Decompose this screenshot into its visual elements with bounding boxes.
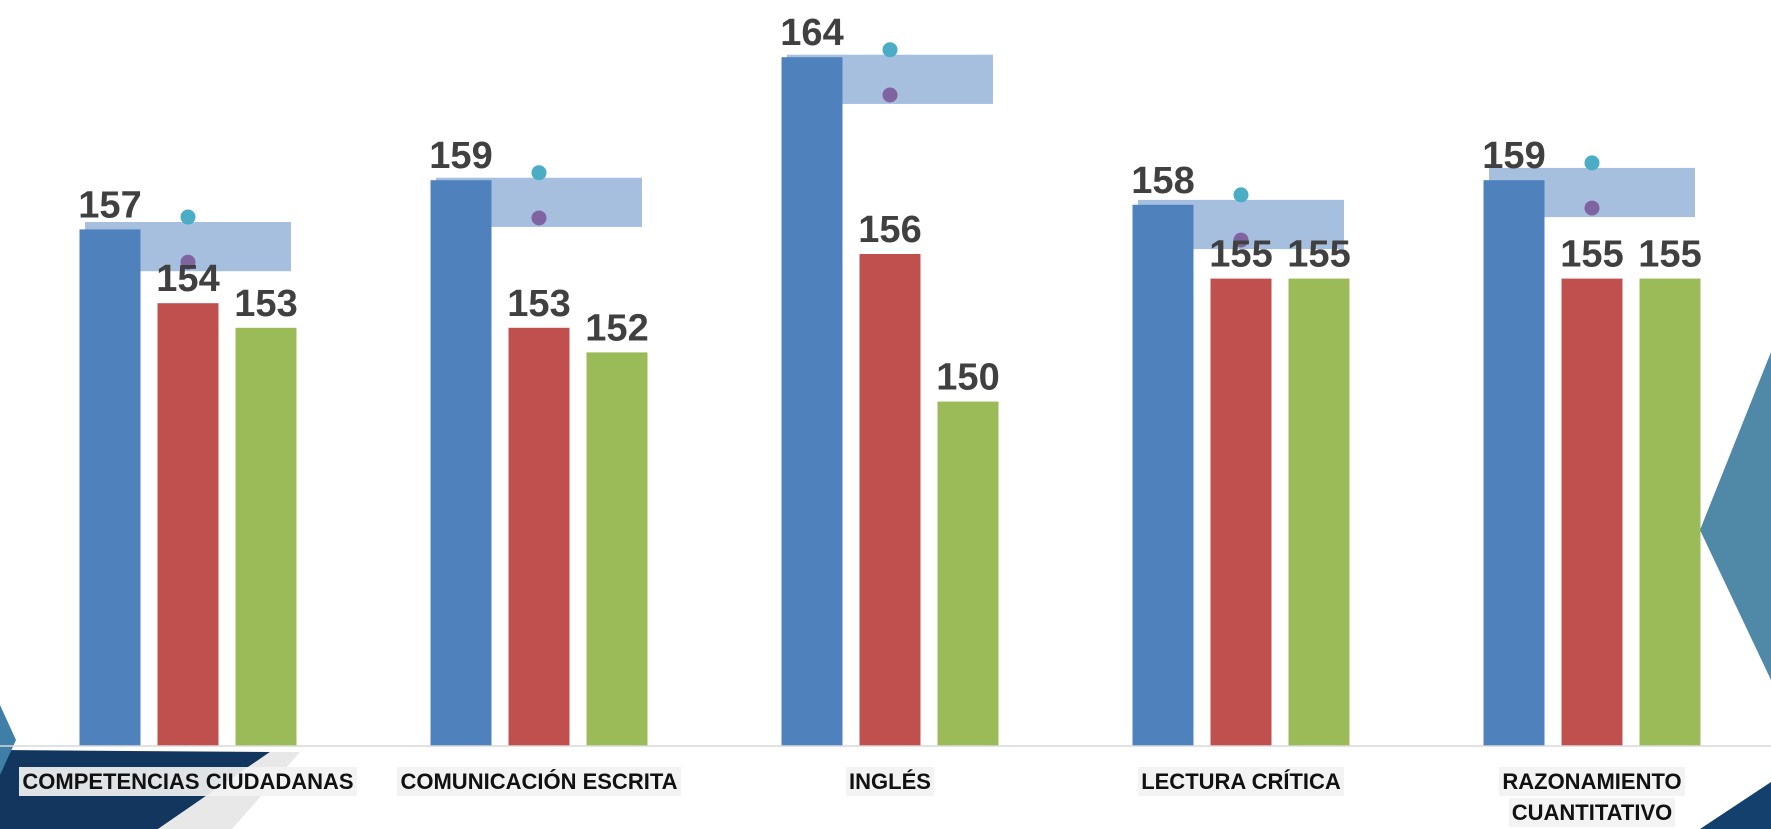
data-label: 164 <box>780 12 843 54</box>
left-teal-sliver <box>0 705 16 775</box>
category-label: INGLÉS <box>700 766 1080 797</box>
bar <box>430 180 492 746</box>
lower-marker <box>882 87 898 103</box>
bottom-right-navy-band <box>1700 782 1771 829</box>
bars <box>79 57 1701 747</box>
upper-marker <box>882 42 898 58</box>
bar <box>508 327 570 746</box>
category-label: COMUNICACIÓN ESCRITA <box>349 766 729 797</box>
data-label: 154 <box>156 258 219 300</box>
bar <box>781 57 843 746</box>
bar <box>1561 278 1623 746</box>
data-label: 155 <box>1560 234 1623 276</box>
lower-marker <box>180 254 196 270</box>
category-label: LECTURA CRÍTICA <box>1051 766 1431 797</box>
bar <box>1132 204 1194 747</box>
bar <box>1639 278 1701 746</box>
data-label: 155 <box>1638 234 1701 276</box>
bar <box>859 254 921 746</box>
category-label: COMPETENCIAS CIUDADANAS <box>0 766 378 797</box>
range-markers <box>180 42 1600 270</box>
upper-marker <box>531 165 547 181</box>
right-teal-wedge <box>1700 352 1771 680</box>
bar <box>1483 180 1545 746</box>
lower-marker <box>1233 232 1249 248</box>
data-label: 155 <box>1287 234 1350 276</box>
bar <box>157 303 219 746</box>
upper-marker <box>1233 187 1249 203</box>
bar <box>79 229 141 746</box>
lower-marker <box>1584 200 1600 216</box>
category-label: RAZONAMIENTO CUANTITATIVO <box>1402 766 1771 828</box>
data-label: 153 <box>507 283 570 325</box>
data-label: 152 <box>585 307 648 349</box>
data-label: 159 <box>1482 135 1545 177</box>
upper-marker <box>1584 155 1600 171</box>
lower-marker <box>531 210 547 226</box>
bar <box>1288 278 1350 746</box>
bar <box>1210 278 1272 746</box>
data-labels: 157 154 153 159 153 152 164 156 150 158 155 155 159 1… <box>78 12 1701 398</box>
data-label: 153 <box>234 283 297 325</box>
bar <box>586 352 648 746</box>
data-label: 156 <box>858 209 921 251</box>
bar <box>235 327 297 746</box>
bar <box>937 401 999 746</box>
data-label: 158 <box>1131 160 1194 202</box>
data-label: 159 <box>429 135 492 177</box>
data-label: 155 <box>1209 234 1272 276</box>
upper-marker <box>180 209 196 225</box>
data-label: 157 <box>78 184 141 226</box>
data-label: 150 <box>936 357 999 399</box>
